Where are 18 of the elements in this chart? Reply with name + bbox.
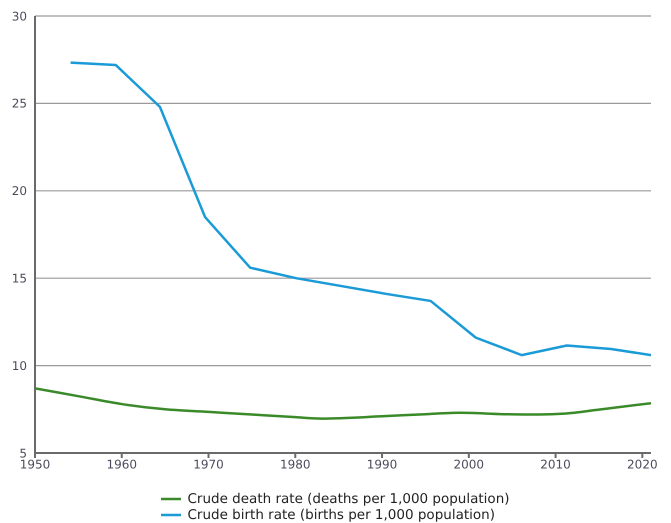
line-series [35,387,651,420]
x-tick-label: 2010 [540,458,571,472]
y-tick-label: 30 [12,9,27,24]
x-tick-label: 1970 [193,458,224,472]
x-tick-label: 1950 [20,458,50,472]
x-tick-label: 2020 [627,458,658,472]
line-series [69,61,651,356]
y-tick-label: 5 [19,446,27,460]
legend-label: Crude death rate (deaths per 1,000 population) [187,491,510,507]
x-tick-label: 1990 [366,458,398,472]
y-tick-label: 25 [12,96,27,111]
x-tick-label: 1980 [280,458,311,472]
y-tick-label: 15 [12,271,27,286]
x-tick-label: 2000 [454,458,484,472]
legend-label: Crude birth rate (births per 1,000 population) [187,507,495,523]
x-tick-label: 1960 [106,458,138,472]
y-tick-label: 20 [12,184,27,198]
y-tick-label: 10 [12,358,27,373]
